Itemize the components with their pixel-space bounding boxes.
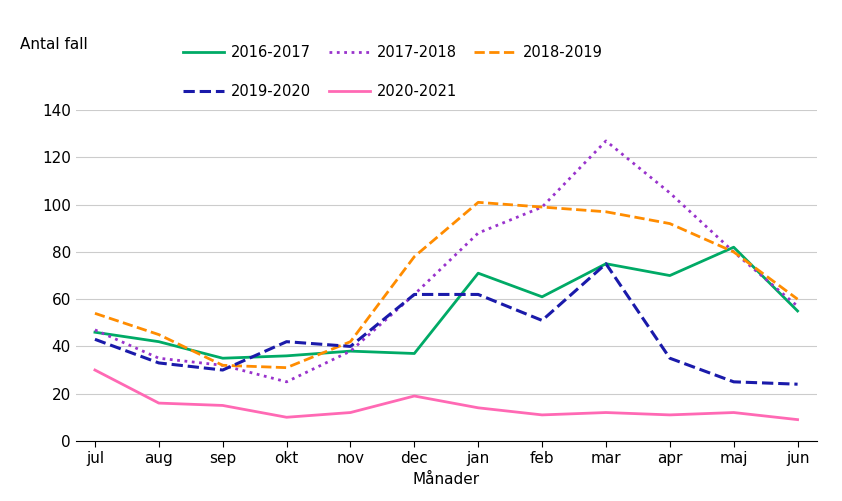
2018-2019	[281, 365, 291, 371]
2020-2021	[537, 412, 547, 418]
2018-2019	[409, 254, 419, 260]
Text: Antal fall: Antal fall	[20, 38, 88, 53]
2019-2020	[409, 292, 419, 298]
2020-2021	[409, 393, 419, 399]
2018-2019	[473, 199, 483, 205]
Legend: 2019-2020, 2020-2021: 2019-2020, 2020-2021	[183, 85, 457, 99]
2018-2019	[665, 220, 675, 226]
2018-2019	[792, 296, 802, 302]
2019-2020	[601, 261, 611, 267]
2019-2020	[90, 336, 100, 342]
2016-2017	[792, 308, 802, 314]
2017-2018	[473, 230, 483, 236]
2018-2019	[90, 310, 100, 316]
2017-2018	[665, 190, 675, 196]
2016-2017	[90, 329, 100, 335]
2018-2019	[154, 332, 164, 338]
2020-2021	[473, 405, 483, 411]
2020-2021	[665, 412, 675, 418]
2016-2017	[473, 270, 483, 276]
2016-2017	[409, 351, 419, 357]
2019-2020	[154, 360, 164, 366]
2018-2019	[537, 204, 547, 210]
2020-2021	[281, 414, 291, 420]
2017-2018	[154, 355, 164, 361]
2016-2017	[665, 273, 675, 279]
2018-2019	[601, 209, 611, 215]
Line: 2019-2020: 2019-2020	[95, 264, 797, 384]
2018-2019	[217, 362, 227, 368]
Line: 2016-2017: 2016-2017	[95, 247, 797, 358]
2016-2017	[601, 261, 611, 267]
2016-2017	[728, 244, 738, 250]
2019-2020	[345, 343, 355, 349]
2016-2017	[345, 348, 355, 354]
Line: 2020-2021: 2020-2021	[95, 370, 797, 420]
2017-2018	[728, 249, 738, 255]
2020-2021	[728, 409, 738, 415]
2016-2017	[537, 294, 547, 300]
2020-2021	[90, 367, 100, 373]
2016-2017	[281, 353, 291, 359]
2018-2019	[728, 249, 738, 255]
Line: 2018-2019: 2018-2019	[95, 202, 797, 368]
2019-2020	[792, 381, 802, 387]
2020-2021	[345, 409, 355, 415]
2019-2020	[281, 339, 291, 345]
2020-2021	[792, 417, 802, 423]
Line: 2017-2018: 2017-2018	[95, 141, 797, 382]
2017-2018	[281, 379, 291, 385]
2019-2020	[728, 379, 738, 385]
X-axis label: Månader: Månader	[413, 472, 480, 487]
2020-2021	[154, 400, 164, 406]
2016-2017	[154, 339, 164, 345]
2017-2018	[792, 303, 802, 309]
2020-2021	[217, 402, 227, 408]
2017-2018	[537, 204, 547, 210]
2020-2021	[601, 409, 611, 415]
2018-2019	[345, 339, 355, 345]
2019-2020	[473, 292, 483, 298]
2017-2018	[409, 292, 419, 298]
2017-2018	[345, 348, 355, 354]
2017-2018	[601, 138, 611, 144]
2019-2020	[665, 355, 675, 361]
2019-2020	[537, 318, 547, 324]
2019-2020	[217, 367, 227, 373]
2016-2017	[217, 355, 227, 361]
2017-2018	[217, 362, 227, 368]
2017-2018	[90, 327, 100, 333]
